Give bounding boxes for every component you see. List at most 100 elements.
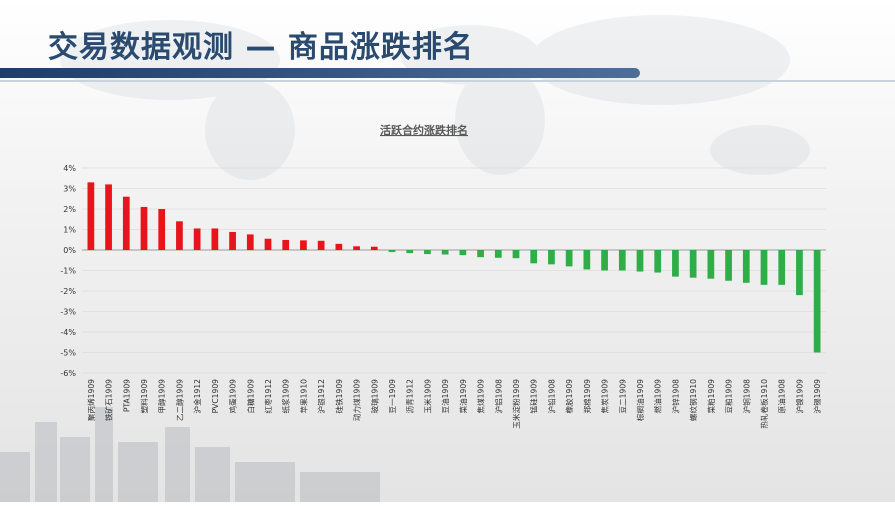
- x-tick-label: 甲醇1909: [157, 379, 167, 414]
- x-tick-label: 乙二醇1909: [174, 379, 184, 421]
- y-tick-label: -5%: [60, 349, 76, 358]
- x-tick-label: 红枣1912: [263, 379, 273, 414]
- y-tick-label: 4%: [63, 164, 76, 173]
- bar: [140, 206, 148, 250]
- bar: [388, 250, 396, 253]
- y-tick-label: 1%: [63, 226, 76, 235]
- bar: [672, 250, 679, 277]
- bar: [282, 239, 290, 250]
- x-tick-label: 铁矿石1909: [104, 379, 114, 421]
- chart-title: 活跃合约涨跌排名: [380, 123, 468, 137]
- x-tick-label: 鸡蛋1909: [228, 379, 238, 414]
- bar: [760, 250, 768, 285]
- bar: [370, 246, 378, 250]
- x-tick-label: 苹果1910: [298, 379, 308, 414]
- bar: [530, 250, 538, 264]
- bar: [317, 240, 325, 250]
- x-tick-label: 硅铁1909: [334, 379, 344, 414]
- x-tick-label: 塑料1909: [139, 379, 149, 414]
- x-tick-label: 菜粕1909: [706, 379, 716, 414]
- x-tick-label: 沪锡1909: [812, 379, 822, 414]
- x-tick-label: 玉米淀粉1909: [511, 379, 521, 429]
- x-tick-label: 郑棉1909: [582, 379, 592, 414]
- x-tick-label: PVC1909: [211, 379, 220, 414]
- y-tick-label: -6%: [60, 369, 76, 378]
- bar: [796, 250, 803, 296]
- header-divider-line: [0, 80, 895, 82]
- x-tick-label: 螺纹钢1910: [688, 379, 698, 421]
- bar: [707, 250, 715, 279]
- x-tick-label: PTA1909: [122, 379, 131, 412]
- bar: [335, 243, 343, 250]
- grid-lines: [82, 167, 826, 374]
- x-tick-label: 聚丙烯1909: [86, 379, 96, 421]
- x-tick-label: 豆粕1909: [724, 379, 734, 414]
- x-axis-ticks: 聚丙烯1909 铁矿石1909 PTA1909 塑料1909 甲醇1909 乙二醇1909…: [86, 379, 822, 429]
- bar: [264, 238, 272, 250]
- city-skyline-background: [0, 407, 380, 502]
- slide-title: 交易数据观测 — 商品涨跌排名: [48, 30, 474, 65]
- y-tick-label: -4%: [60, 328, 76, 337]
- y-tick-label: 0%: [63, 246, 76, 255]
- x-tick-label: 菜油1909: [458, 379, 468, 414]
- x-tick-label: 豆一1909: [388, 379, 397, 414]
- x-tick-label: 沥青1912: [405, 379, 415, 414]
- x-tick-label: 沪银1912: [316, 379, 326, 414]
- y-axis-ticks: 4% 3% 2% 1% 0% -1% -2% -3% -4% -5% -6%: [60, 164, 76, 378]
- bar: [158, 209, 166, 250]
- bar: [229, 231, 236, 250]
- bar: [636, 250, 644, 272]
- bar: [742, 250, 750, 283]
- bar: [813, 250, 821, 353]
- bars: [87, 182, 821, 353]
- bar: [211, 228, 219, 250]
- bar: [246, 234, 254, 250]
- bar: [176, 221, 183, 250]
- x-tick-label: 玉米1909: [422, 379, 432, 414]
- bar: [601, 250, 608, 271]
- x-tick-label: 棕榈油1909: [635, 379, 645, 421]
- x-tick-label: 动力煤1909: [352, 379, 362, 421]
- bar: [725, 250, 732, 281]
- bar: [548, 250, 555, 265]
- x-tick-label: 焦炭1909: [600, 379, 610, 414]
- x-tick-label: 玻璃1909: [369, 379, 379, 414]
- y-tick-label: -1%: [60, 267, 76, 276]
- bar: [406, 250, 414, 254]
- bar: [689, 250, 697, 278]
- bar: [459, 250, 467, 256]
- x-tick-label: 橡胶1909: [564, 379, 574, 414]
- x-tick-label: 焦煤1909: [476, 379, 486, 414]
- x-tick-label: 沪镍1909: [794, 379, 804, 414]
- bar: [477, 250, 484, 258]
- x-tick-label: 热轧卷板1910: [759, 379, 769, 429]
- x-tick-label: 原油1908: [777, 379, 787, 414]
- bar: [300, 240, 307, 250]
- x-tick-label: 沪锌1908: [670, 379, 680, 414]
- x-tick-label: 燃油1909: [653, 379, 663, 414]
- y-tick-label: -3%: [60, 308, 76, 317]
- x-tick-label: 豆油1909: [440, 379, 450, 414]
- y-tick-label: -2%: [60, 287, 76, 296]
- bar: [122, 196, 130, 250]
- x-tick-label: 白糖1909: [245, 379, 255, 414]
- x-tick-label: 锰硅1909: [529, 379, 539, 414]
- header-accent-bar: [0, 68, 640, 78]
- y-tick-label: 3%: [63, 185, 76, 194]
- x-tick-label: 沪铝1908: [493, 379, 503, 414]
- y-tick-label: 2%: [63, 205, 76, 214]
- bar: [105, 184, 112, 250]
- x-tick-label: 纸浆1909: [281, 379, 291, 414]
- bar: [618, 250, 626, 271]
- bar: [87, 182, 95, 250]
- x-tick-label: 沪铜1908: [741, 379, 751, 414]
- x-tick-label: 沪金1912: [192, 379, 202, 414]
- bar: [494, 250, 502, 258]
- bar: [193, 228, 201, 250]
- bar: [565, 250, 573, 267]
- bar: [424, 250, 431, 255]
- bar: [778, 250, 786, 285]
- bar: [583, 250, 591, 270]
- x-tick-label: 沪铅1908: [546, 379, 556, 414]
